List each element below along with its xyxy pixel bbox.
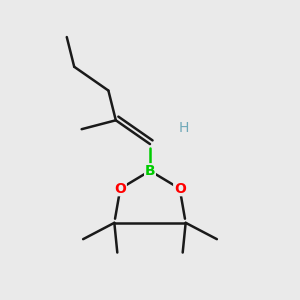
Text: H: H: [179, 121, 189, 135]
Text: B: B: [145, 164, 155, 178]
Text: O: O: [114, 182, 126, 196]
Text: O: O: [174, 182, 186, 196]
